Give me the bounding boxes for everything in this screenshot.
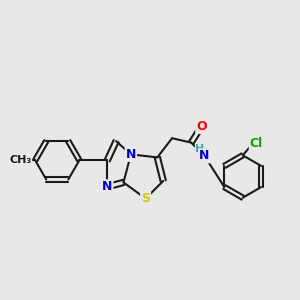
Text: CH₃: CH₃ bbox=[9, 155, 32, 165]
Text: Cl: Cl bbox=[249, 137, 262, 150]
Text: S: S bbox=[141, 192, 150, 205]
Text: N: N bbox=[199, 149, 210, 162]
Text: O: O bbox=[196, 120, 207, 133]
Text: H: H bbox=[195, 144, 205, 154]
Text: N: N bbox=[126, 148, 136, 161]
Text: N: N bbox=[102, 180, 112, 193]
